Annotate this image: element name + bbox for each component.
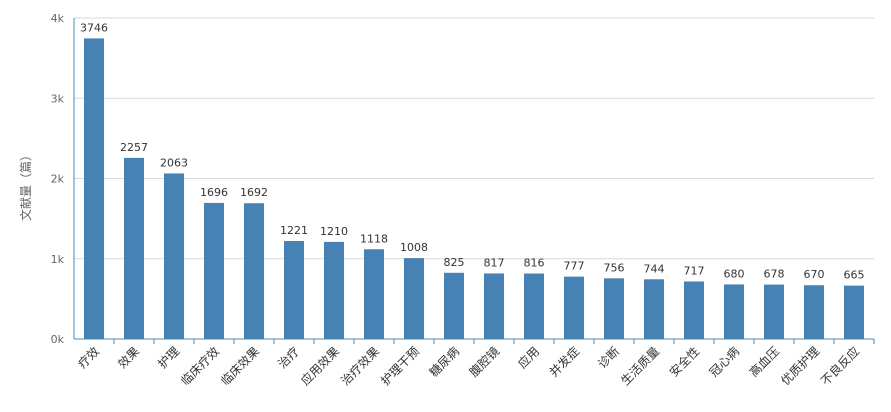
bar-value-label: 2257 xyxy=(120,141,148,154)
bar[interactable] xyxy=(164,173,184,339)
y-tick-label: 0k xyxy=(51,333,65,346)
x-category-label: 高血压 xyxy=(746,344,782,380)
bar-value-label: 2063 xyxy=(160,156,188,169)
y-tick-label: 3k xyxy=(51,92,65,105)
x-category-label: 护理 xyxy=(155,344,182,371)
bar-value-label: 680 xyxy=(724,267,745,280)
bar[interactable] xyxy=(764,284,784,339)
bar-value-label: 678 xyxy=(764,268,785,281)
bar[interactable] xyxy=(444,272,464,339)
bar-value-label: 1221 xyxy=(280,224,308,237)
x-category-label: 并发症 xyxy=(546,344,582,380)
x-category-label: 治疗效果 xyxy=(338,344,383,389)
bar[interactable] xyxy=(364,249,384,339)
bar[interactable] xyxy=(204,202,224,339)
bar[interactable] xyxy=(604,278,624,339)
bar-value-label: 3746 xyxy=(80,21,108,34)
bar[interactable] xyxy=(84,38,104,340)
y-tick-label: 1k xyxy=(51,253,65,266)
bar-value-label: 717 xyxy=(684,264,705,277)
bar-value-label: 1210 xyxy=(320,225,348,238)
x-category-label: 诊断 xyxy=(595,344,623,372)
bar[interactable] xyxy=(564,276,584,339)
bar-value-label: 1696 xyxy=(200,186,228,199)
bar[interactable] xyxy=(844,285,864,339)
bar[interactable] xyxy=(244,203,264,339)
bar[interactable] xyxy=(724,284,744,339)
bar-value-label: 744 xyxy=(644,262,665,275)
x-category-label: 护理干预 xyxy=(378,344,422,388)
x-category-label: 安全性 xyxy=(666,344,702,380)
x-category-label: 腹腔镜 xyxy=(466,344,502,380)
y-axis-title: 文献量（篇） xyxy=(18,149,33,221)
x-category-label: 疗效 xyxy=(75,344,103,372)
x-category-label: 生活质量 xyxy=(618,344,662,388)
bar[interactable] xyxy=(524,273,544,339)
x-category-label: 冠心病 xyxy=(706,344,742,380)
bar-value-label: 1118 xyxy=(360,232,388,245)
bars-layer: 3746 2257 2063 1696 1692 1221 1210 1118 1008 825 8… xyxy=(80,21,865,340)
bar-value-label: 825 xyxy=(444,256,465,269)
bar[interactable] xyxy=(324,241,344,339)
x-category-label: 应用 xyxy=(515,344,543,372)
x-category-label: 应用效果 xyxy=(298,344,343,389)
x-category-label: 糖尿病 xyxy=(426,344,462,380)
bar-value-label: 756 xyxy=(604,261,625,274)
bar[interactable] xyxy=(124,157,144,339)
bar-value-label: 817 xyxy=(484,256,505,269)
x-category-label: 临床效果 xyxy=(218,344,263,389)
y-tick-label: 4k xyxy=(51,12,65,25)
bar-value-label: 816 xyxy=(524,257,545,270)
bar[interactable] xyxy=(404,258,424,339)
bar[interactable] xyxy=(644,279,664,339)
grid-layer xyxy=(74,17,874,260)
bar-value-label: 670 xyxy=(804,268,825,281)
bar[interactable] xyxy=(684,281,704,339)
x-category-label: 临床疗效 xyxy=(178,344,223,389)
x-category-label: 优质护理 xyxy=(778,344,822,388)
bar-value-label: 1008 xyxy=(400,241,428,254)
bar-value-label: 1692 xyxy=(240,186,268,199)
bar[interactable] xyxy=(804,285,824,339)
bar-value-label: 665 xyxy=(844,269,865,282)
bar-value-label: 777 xyxy=(564,260,585,273)
bar[interactable] xyxy=(284,241,304,339)
x-category-label: 治疗 xyxy=(275,344,302,371)
x-category-label: 效果 xyxy=(115,344,143,372)
y-tick-label: 2k xyxy=(51,173,65,186)
x-category-label: 不良反应 xyxy=(818,344,863,389)
bar[interactable] xyxy=(484,273,504,339)
